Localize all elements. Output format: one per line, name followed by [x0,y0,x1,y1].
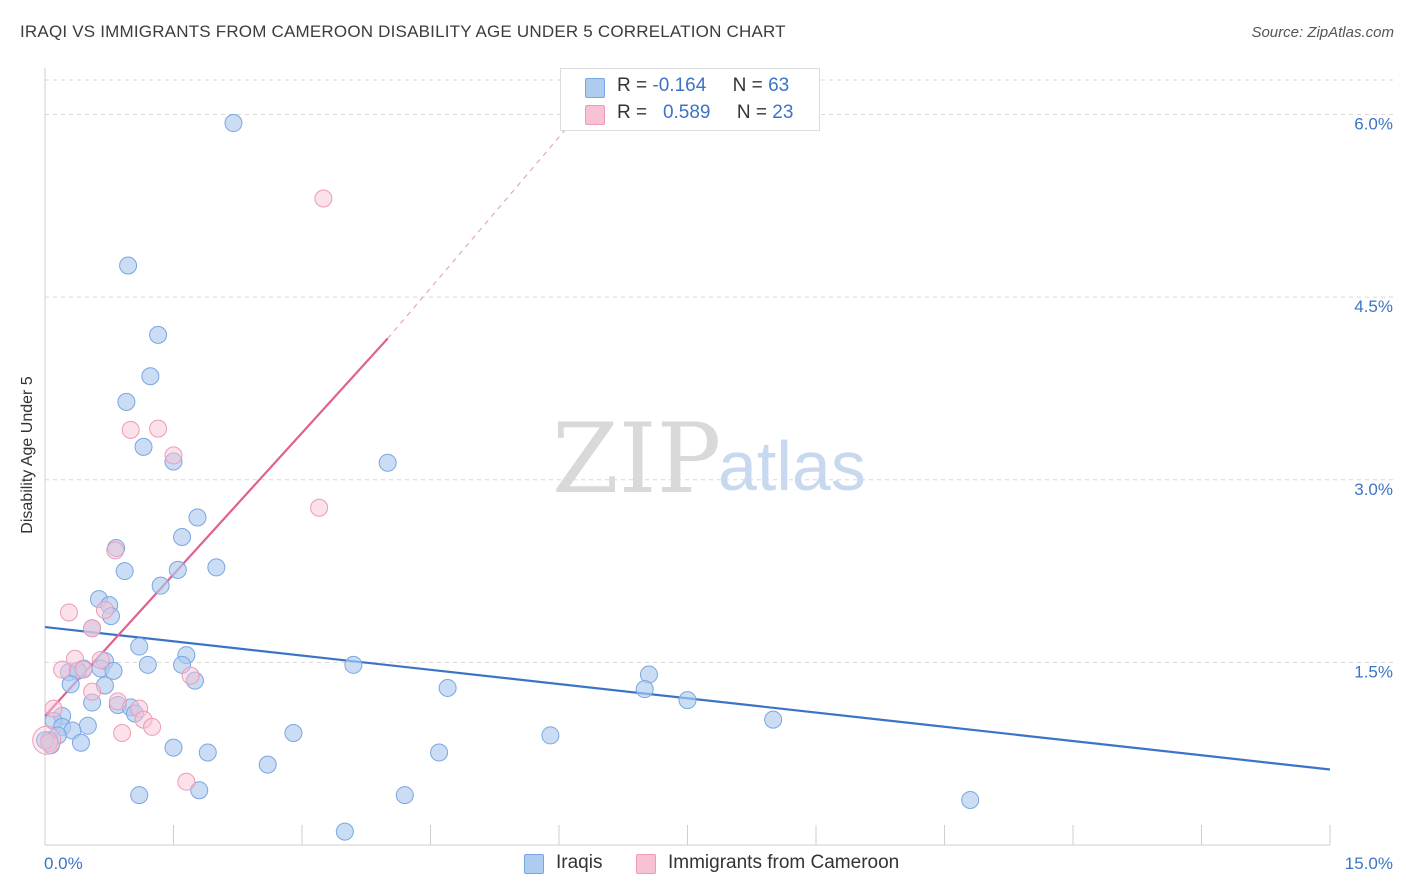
chart-title: IRAQI VS IMMIGRANTS FROM CAMEROON DISABI… [20,22,786,41]
point-iraqis [344,655,363,674]
point-cameroon [177,772,196,791]
point-cameroon [59,603,78,622]
point-iraqis [188,508,207,527]
tick-labels: 1.5% 3.0% 4.5% 6.0% 0.0% 15.0% [44,115,1393,873]
legend-r-value: 0.589 [662,102,711,123]
point-iraqis [164,738,183,757]
point-iraqis [961,790,980,809]
series-legend-label: Immigrants from Cameroon [668,852,900,873]
legend-swatch-pink [585,105,605,125]
point-iraqis [141,367,160,386]
legend-n-label: N = [736,102,768,123]
point-cameroon-large [32,725,62,755]
point-iraqis [130,786,149,805]
point-iraqis [119,256,138,275]
point-cameroon [106,541,125,560]
point-cameroon [44,699,63,718]
point-iraqis [168,560,187,579]
point-cameroon [164,446,183,465]
point-iraqis [71,733,90,752]
series-swatch-pink [636,854,656,874]
point-iraqis [173,527,192,546]
point-iraqis [115,562,134,581]
point-iraqis [284,723,303,742]
legend-swatch-blue [585,78,605,98]
point-cameroon [83,682,102,701]
legend-n-value: 23 [772,102,794,123]
x-tick-label-min: 0.0% [44,854,83,873]
point-cameroon [83,619,102,638]
point-iraqis [207,558,226,577]
point-iraqis [258,755,277,774]
point-iraqis [430,743,449,762]
series-legend: Iraqis Immigrants from Cameroon [0,852,1406,878]
watermark-atlas: atlas [718,427,866,505]
y-tick-label: 3.0% [1354,480,1393,499]
point-iraqis [78,716,97,735]
legend-r-value: -0.164 [652,75,707,96]
y-tick-label: 4.5% [1354,297,1393,316]
point-cameroon [74,660,93,679]
point-iraqis [635,680,654,699]
point-iraqis [190,781,209,800]
axes [44,68,1331,846]
point-iraqis [438,678,457,697]
series-swatch-blue [524,854,544,874]
point-cameroon [40,733,59,752]
point-cameroon [181,666,200,685]
point-iraqis [764,710,783,729]
point-iraqis [149,325,168,344]
point-iraqis [104,661,123,680]
point-iraqis [138,655,157,674]
point-iraqis [395,786,414,805]
point-cameroon [121,420,140,439]
point-iraqis [224,114,243,133]
point-iraqis [61,675,80,694]
point-iraqis [378,453,397,472]
x-tick-label-max: 15.0% [1345,854,1393,873]
point-cameroon [310,498,329,517]
y-tick-label: 1.5% [1354,662,1393,681]
point-cameroon [53,660,72,679]
point-cameroon [113,723,132,742]
point-cameroon [108,692,127,711]
point-cameroon [143,717,162,736]
point-iraqis [151,576,170,595]
y-tick-label: 6.0% [1354,115,1393,134]
point-iraqis [198,743,217,762]
legend-n-label: N = [732,75,763,96]
point-cameroon [149,419,168,438]
data-points [32,114,980,841]
trend-extension-cameroon [387,116,577,339]
series-legend-label: Iraqis [556,852,603,873]
gridlines [45,79,1395,663]
point-iraqis [134,437,153,456]
point-cameroon [91,650,110,669]
point-iraqis [678,691,697,710]
correlation-legend: R = -0.164 N = 63 R = 0.589 N = 23 [560,68,820,131]
source-credit: Source: ZipAtlas.com [1251,24,1394,41]
point-cameroon [314,189,333,208]
legend-n-value: 63 [768,75,790,96]
legend-r-label: R = [617,102,648,123]
watermark-zip: ZIP [552,403,721,515]
point-iraqis [541,726,560,745]
point-iraqis [117,392,136,411]
point-iraqis [130,637,149,656]
point-cameroon [95,601,114,620]
legend-r-label: R = [617,75,648,96]
point-iraqis [335,822,354,841]
